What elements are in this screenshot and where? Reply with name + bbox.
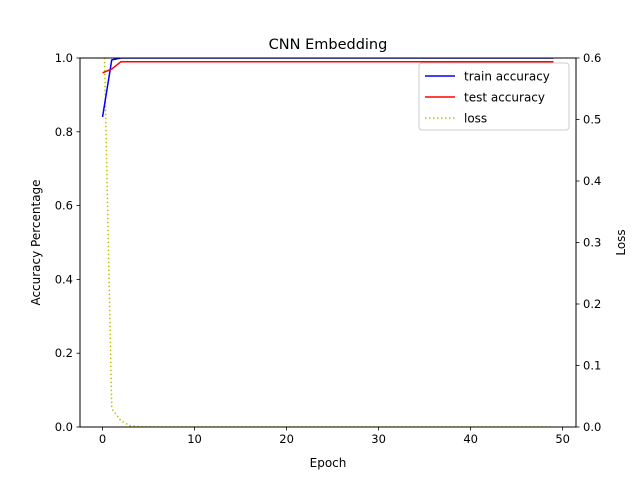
y2-tick-label: 0.0 <box>583 420 601 434</box>
legend-label: train accuracy <box>464 70 550 84</box>
y2-tick-label: 0.2 <box>583 297 601 311</box>
legend-box <box>418 62 570 131</box>
chart-title: CNN Embedding <box>269 37 388 53</box>
y2-tick-label: 0.4 <box>583 174 601 188</box>
legend: train accuracy test accuracy loss <box>418 62 570 131</box>
x-tick-label: 50 <box>555 432 570 446</box>
series-line-test-accuracy <box>102 60 554 74</box>
y-tick-label: 0.2 <box>55 346 73 360</box>
series-layer <box>101 58 554 427</box>
y-axis-title: Accuracy Percentage <box>29 179 43 305</box>
legend-label: loss <box>464 112 487 126</box>
y-tick-label: 0.0 <box>55 420 73 434</box>
x-tick-label: 30 <box>371 432 386 446</box>
x-axis-title: Epoch <box>310 456 347 470</box>
y2-axis-title: Loss <box>614 229 628 255</box>
x-tick-label: 20 <box>279 432 294 446</box>
y-tick-label: 1.0 <box>55 51 73 65</box>
y2-tick-label: 0.3 <box>583 236 601 250</box>
x-tick-label: 0 <box>99 432 106 446</box>
y2-tick-label: 0.5 <box>583 113 601 127</box>
x-tick-label: 40 <box>463 432 478 446</box>
y2-tick-label: 0.6 <box>583 51 601 65</box>
y-tick-label: 0.4 <box>55 272 73 286</box>
y-tick-label: 0.8 <box>55 125 73 139</box>
x-axis: 0 10 20 30 40 50 <box>99 427 570 446</box>
legend-label: test accuracy <box>464 91 545 105</box>
y2-tick-label: 0.1 <box>583 359 601 373</box>
y-axis-left: 0.0 0.2 0.4 0.6 0.8 1.0 <box>55 51 80 434</box>
y-tick-label: 0.6 <box>55 199 73 213</box>
y-axis-right: 0.0 0.1 0.2 0.3 0.4 0.5 0.6 <box>576 51 601 434</box>
x-tick-label: 10 <box>187 432 202 446</box>
